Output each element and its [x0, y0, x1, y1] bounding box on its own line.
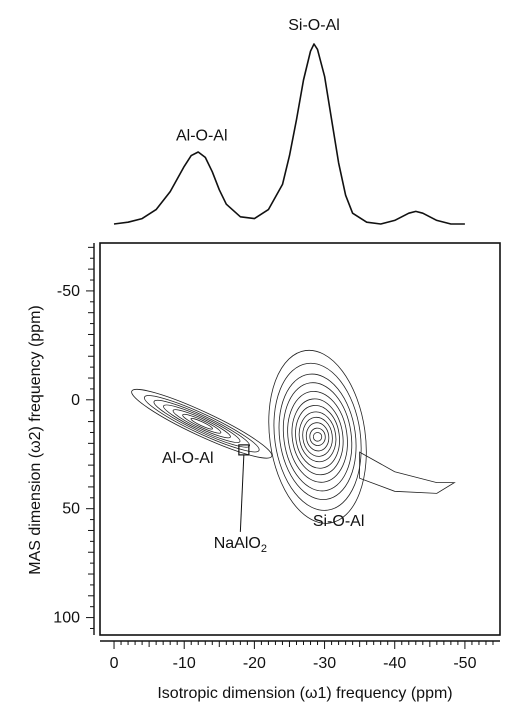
contour-level-al-o-al	[131, 388, 273, 459]
x-tick-label: -50	[453, 655, 476, 672]
y-axis-label: MAS dimension (ω2) frequency (ppm)	[27, 305, 44, 574]
contour-level-si-o-al	[278, 373, 357, 500]
contour-level-si-o-al	[287, 390, 348, 483]
projection-labels: Al-O-Al Si-O-Al	[176, 17, 340, 145]
x-tick-label: -20	[243, 655, 266, 672]
contour-level-si-o-al	[273, 362, 362, 511]
y-tick-label: 50	[62, 501, 80, 518]
contour-level-si-o-al	[309, 427, 326, 446]
contour-plot	[131, 349, 456, 532]
peak-annotations: Al-O-Al Si-O-Al NaAlO2	[162, 450, 364, 555]
contour-tail	[359, 451, 456, 494]
contour-level-al-o-al	[143, 395, 260, 453]
contour-level-si-o-al	[282, 382, 353, 492]
projection-label-al-o-al: Al-O-Al	[176, 128, 228, 145]
annotation-si-o-al: Si-O-Al	[313, 513, 365, 530]
annotation-naalo2-subscript: 2	[261, 543, 267, 555]
annotation-al-o-al: Al-O-Al	[162, 450, 214, 467]
contour-level-si-o-al	[312, 432, 323, 442]
contour-level-al-o-al	[163, 404, 241, 443]
y-tick-label: 0	[71, 392, 80, 409]
contour-level-si-o-al	[305, 422, 330, 452]
contour-level-si-o-al	[295, 405, 340, 469]
contour-level-al-o-al	[172, 409, 231, 439]
projection-label-si-o-al: Si-O-Al	[288, 17, 340, 34]
x-tick-label: -10	[173, 655, 196, 672]
isotropic-projection	[113, 43, 465, 225]
contour-level-al-o-al	[190, 418, 213, 430]
projection-line	[113, 43, 465, 225]
plot-frame	[99, 242, 501, 636]
naalo2-leader-line	[239, 454, 245, 532]
x-tick-label: -30	[313, 655, 336, 672]
contour-level-si-o-al	[302, 416, 333, 457]
contour-level-al-o-al	[153, 399, 250, 448]
axes: 0 -10 -20 -30 -40 -50 -50 0 50 100	[53, 243, 500, 672]
contour-level-al-o-al	[182, 413, 222, 434]
x-tick-label: 0	[110, 655, 119, 672]
x-axis-label: Isotropic dimension (ω1) frequency (ppm)	[157, 685, 452, 702]
y-tick-label: 100	[53, 610, 80, 627]
y-tick-label: -50	[57, 283, 80, 300]
contour-level-si-o-al	[298, 411, 337, 463]
contour-level-si-o-al	[268, 349, 367, 524]
annotation-naalo2: NaAlO2	[214, 535, 267, 555]
annotation-naalo2-base: NaAlO	[214, 535, 261, 552]
contour-level-si-o-al	[291, 398, 344, 476]
x-tick-label: -40	[383, 655, 406, 672]
